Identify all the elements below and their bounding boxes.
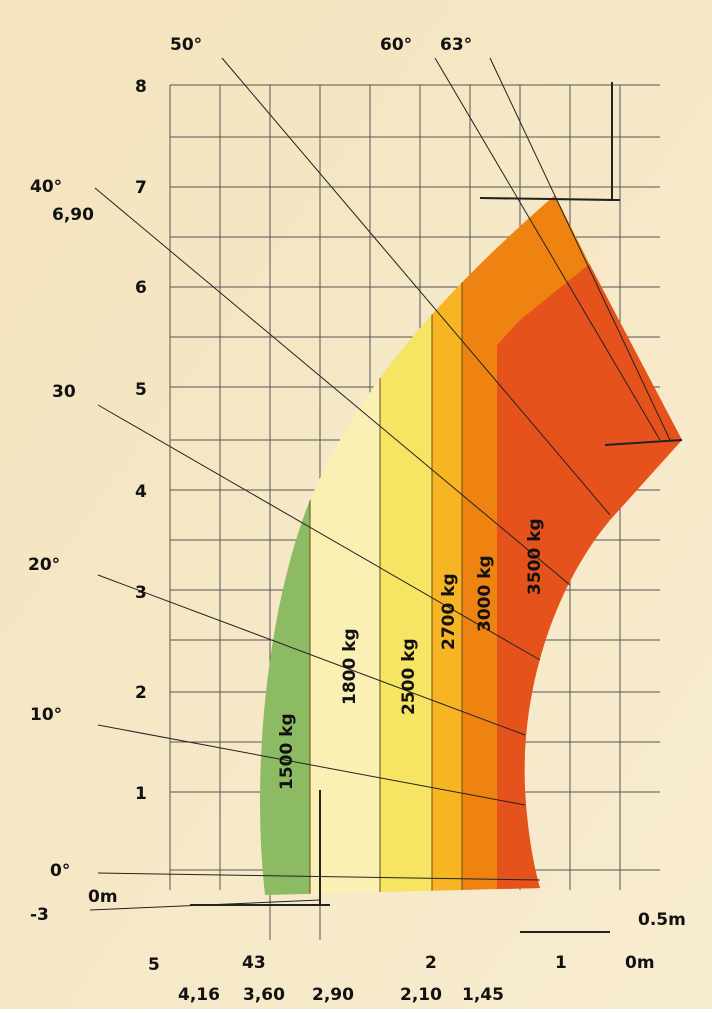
max-height: 6,90 [52, 205, 94, 225]
load-label: 2500 kg [399, 638, 419, 715]
y-label: 4 [135, 482, 147, 502]
load-label: 2700 kg [439, 573, 459, 650]
x-label: 5 [148, 955, 160, 975]
forks [190, 82, 683, 933]
y-label: 8 [135, 77, 147, 97]
load-label: 1800 kg [340, 628, 360, 705]
y-label: 5 [135, 380, 147, 400]
angle-label: 0° [50, 861, 70, 881]
angle-label: 63° [440, 35, 472, 55]
load-label: 3500 kg [525, 518, 545, 595]
x-label: 0m [625, 953, 655, 973]
load-label: 3000 kg [475, 555, 495, 632]
y-label: 6 [135, 278, 147, 298]
origin-depth: -3 [30, 905, 49, 925]
angle-lines [89, 57, 671, 911]
angle-label: 10° [30, 705, 62, 725]
x-label: 2 [425, 953, 437, 973]
angle-label: 20° [28, 555, 60, 575]
y-label: 3 [135, 583, 147, 603]
scale-label: 0.5m [638, 910, 686, 930]
origin-zero: 0m [88, 887, 118, 907]
x-distance: 1,45 [462, 985, 504, 1005]
x-distance: 2,90 [312, 985, 354, 1005]
load-label: 1500 kg [277, 713, 297, 790]
y-label: 2 [135, 683, 147, 703]
angle-label: 50° [170, 35, 202, 55]
x-label: 1 [555, 953, 567, 973]
x-distance: 2,10 [400, 985, 442, 1005]
x-distance: 3,60 [243, 985, 285, 1005]
x-label: 43 [242, 953, 266, 973]
angle-label: 40° [30, 177, 62, 197]
x-distance: 4,16 [178, 985, 220, 1005]
y-label: 7 [135, 178, 147, 198]
angle-label: 60° [380, 35, 412, 55]
y-label: 1 [135, 784, 147, 804]
angle-label: 30 [52, 382, 76, 402]
